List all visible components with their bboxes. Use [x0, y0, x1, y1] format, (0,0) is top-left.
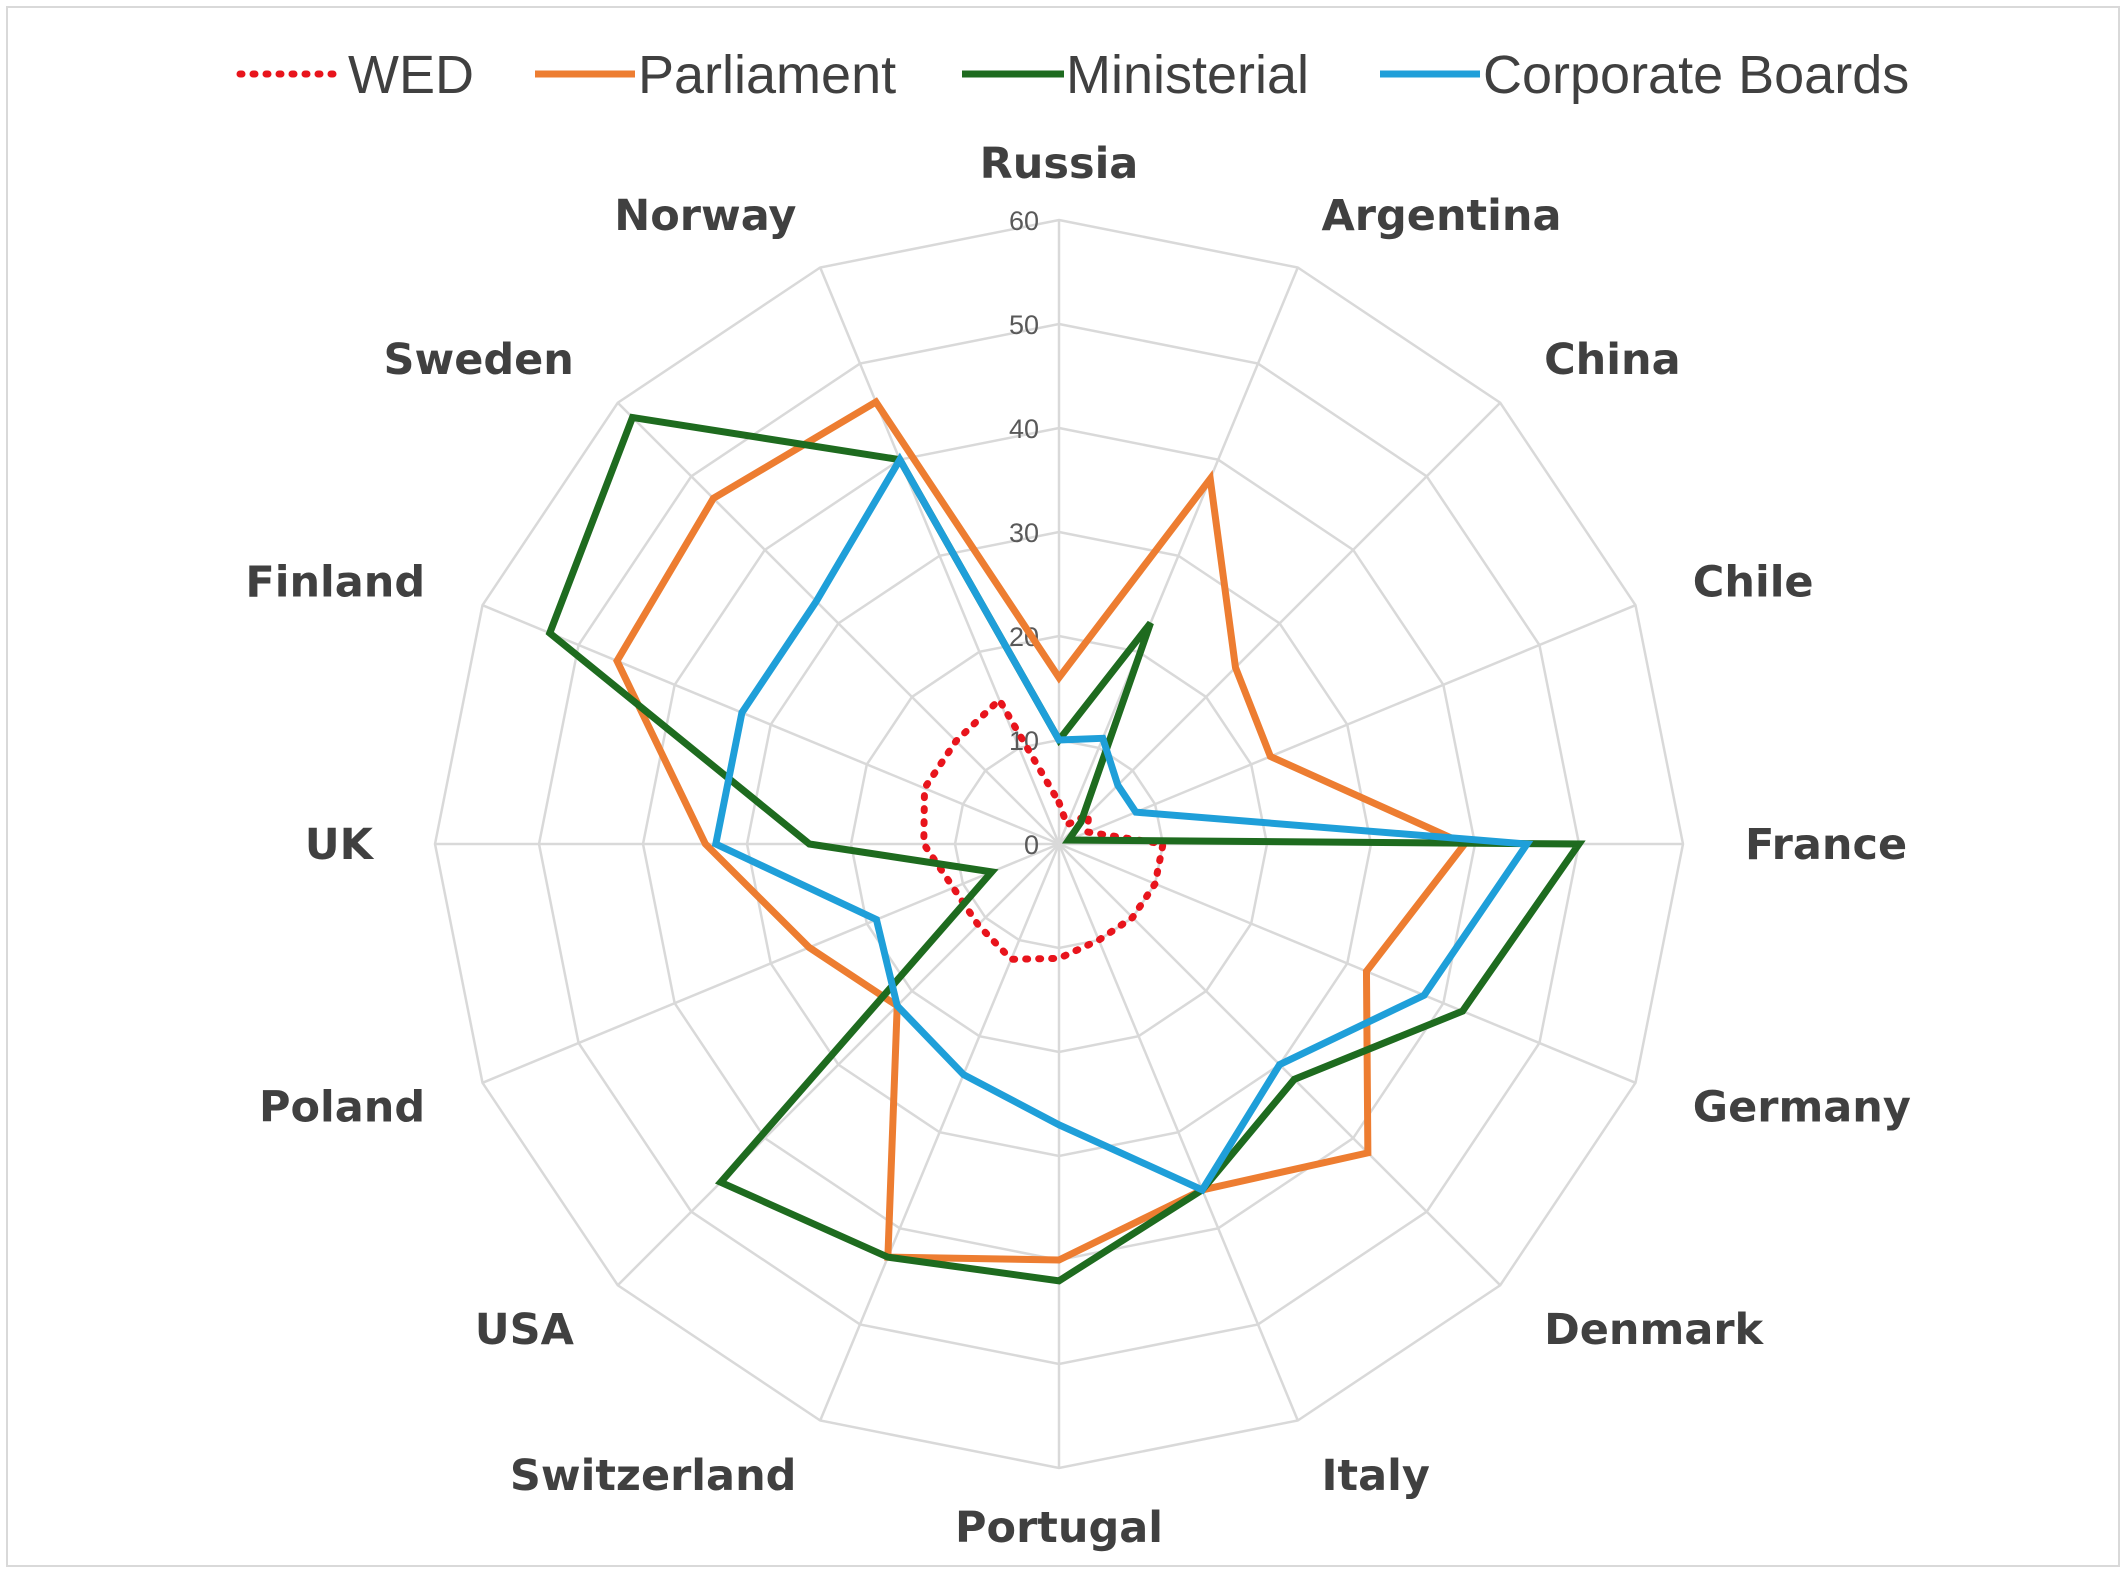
radial-tick-label: 30 — [1009, 518, 1039, 548]
series-line-corporate-boards — [711, 452, 1534, 1195]
category-label: Portugal — [955, 1503, 1163, 1553]
legend-item-wed: WED — [236, 45, 474, 105]
grid-spoke — [819, 843, 1061, 1421]
grid-spoke — [1058, 842, 1636, 1084]
grid-spoke — [1058, 401, 1502, 845]
legend-label: Parliament — [638, 45, 896, 105]
grid-spoke — [616, 401, 1060, 845]
radial-tick-label: 40 — [1009, 414, 1039, 444]
category-label: Sweden — [384, 335, 574, 385]
category-label: Finland — [245, 557, 425, 607]
legend-label: WED — [348, 45, 474, 105]
legend-label: Corporate Boards — [1483, 45, 1909, 105]
grid-spoke — [1057, 843, 1299, 1421]
category-labels: Russia Argentina China Chile France Germany De… — [245, 139, 1911, 1553]
series-line-parliament — [613, 397, 1471, 1264]
category-label: Switzerland — [510, 1451, 797, 1501]
category-label: Italy — [1322, 1451, 1430, 1501]
grid-spoke — [819, 267, 1061, 845]
grid-spoke — [1057, 267, 1299, 845]
chart-frame: 0 10 20 30 40 50 60 Russia Argentina China Chile F… — [6, 6, 2120, 1567]
category-label: France — [1745, 820, 1907, 870]
grid-spoke — [482, 604, 1060, 846]
grid-spoke — [616, 843, 1060, 1287]
legend: WED Parliament Ministerial Corporate Boards — [236, 45, 1909, 105]
category-label: USA — [475, 1305, 575, 1355]
category-label: Chile — [1693, 557, 1814, 607]
category-label: Norway — [614, 191, 796, 241]
category-label: Germany — [1693, 1083, 1911, 1133]
grid-spoke — [482, 842, 1060, 1084]
legend-item-ministerial: Ministerial — [962, 45, 1309, 105]
legend-item-parliament: Parliament — [535, 45, 896, 105]
legend-label: Ministerial — [1066, 45, 1309, 105]
series-line-wed — [920, 694, 1168, 963]
grid-spoke — [1058, 604, 1636, 846]
radial-tick-label: 50 — [1009, 310, 1039, 340]
series-lines — [545, 397, 1586, 1285]
radial-tick-label: 0 — [1024, 830, 1039, 860]
category-label: UK — [305, 820, 375, 870]
category-label: Denmark — [1544, 1305, 1764, 1355]
category-label: Russia — [980, 139, 1139, 189]
category-label: Poland — [259, 1083, 425, 1133]
radial-tick-label: 60 — [1009, 206, 1039, 236]
category-label: China — [1544, 335, 1681, 385]
series-line-ministerial — [545, 413, 1586, 1285]
category-label: Argentina — [1322, 191, 1562, 241]
legend-item-corporate-boards: Corporate Boards — [1380, 45, 1909, 105]
